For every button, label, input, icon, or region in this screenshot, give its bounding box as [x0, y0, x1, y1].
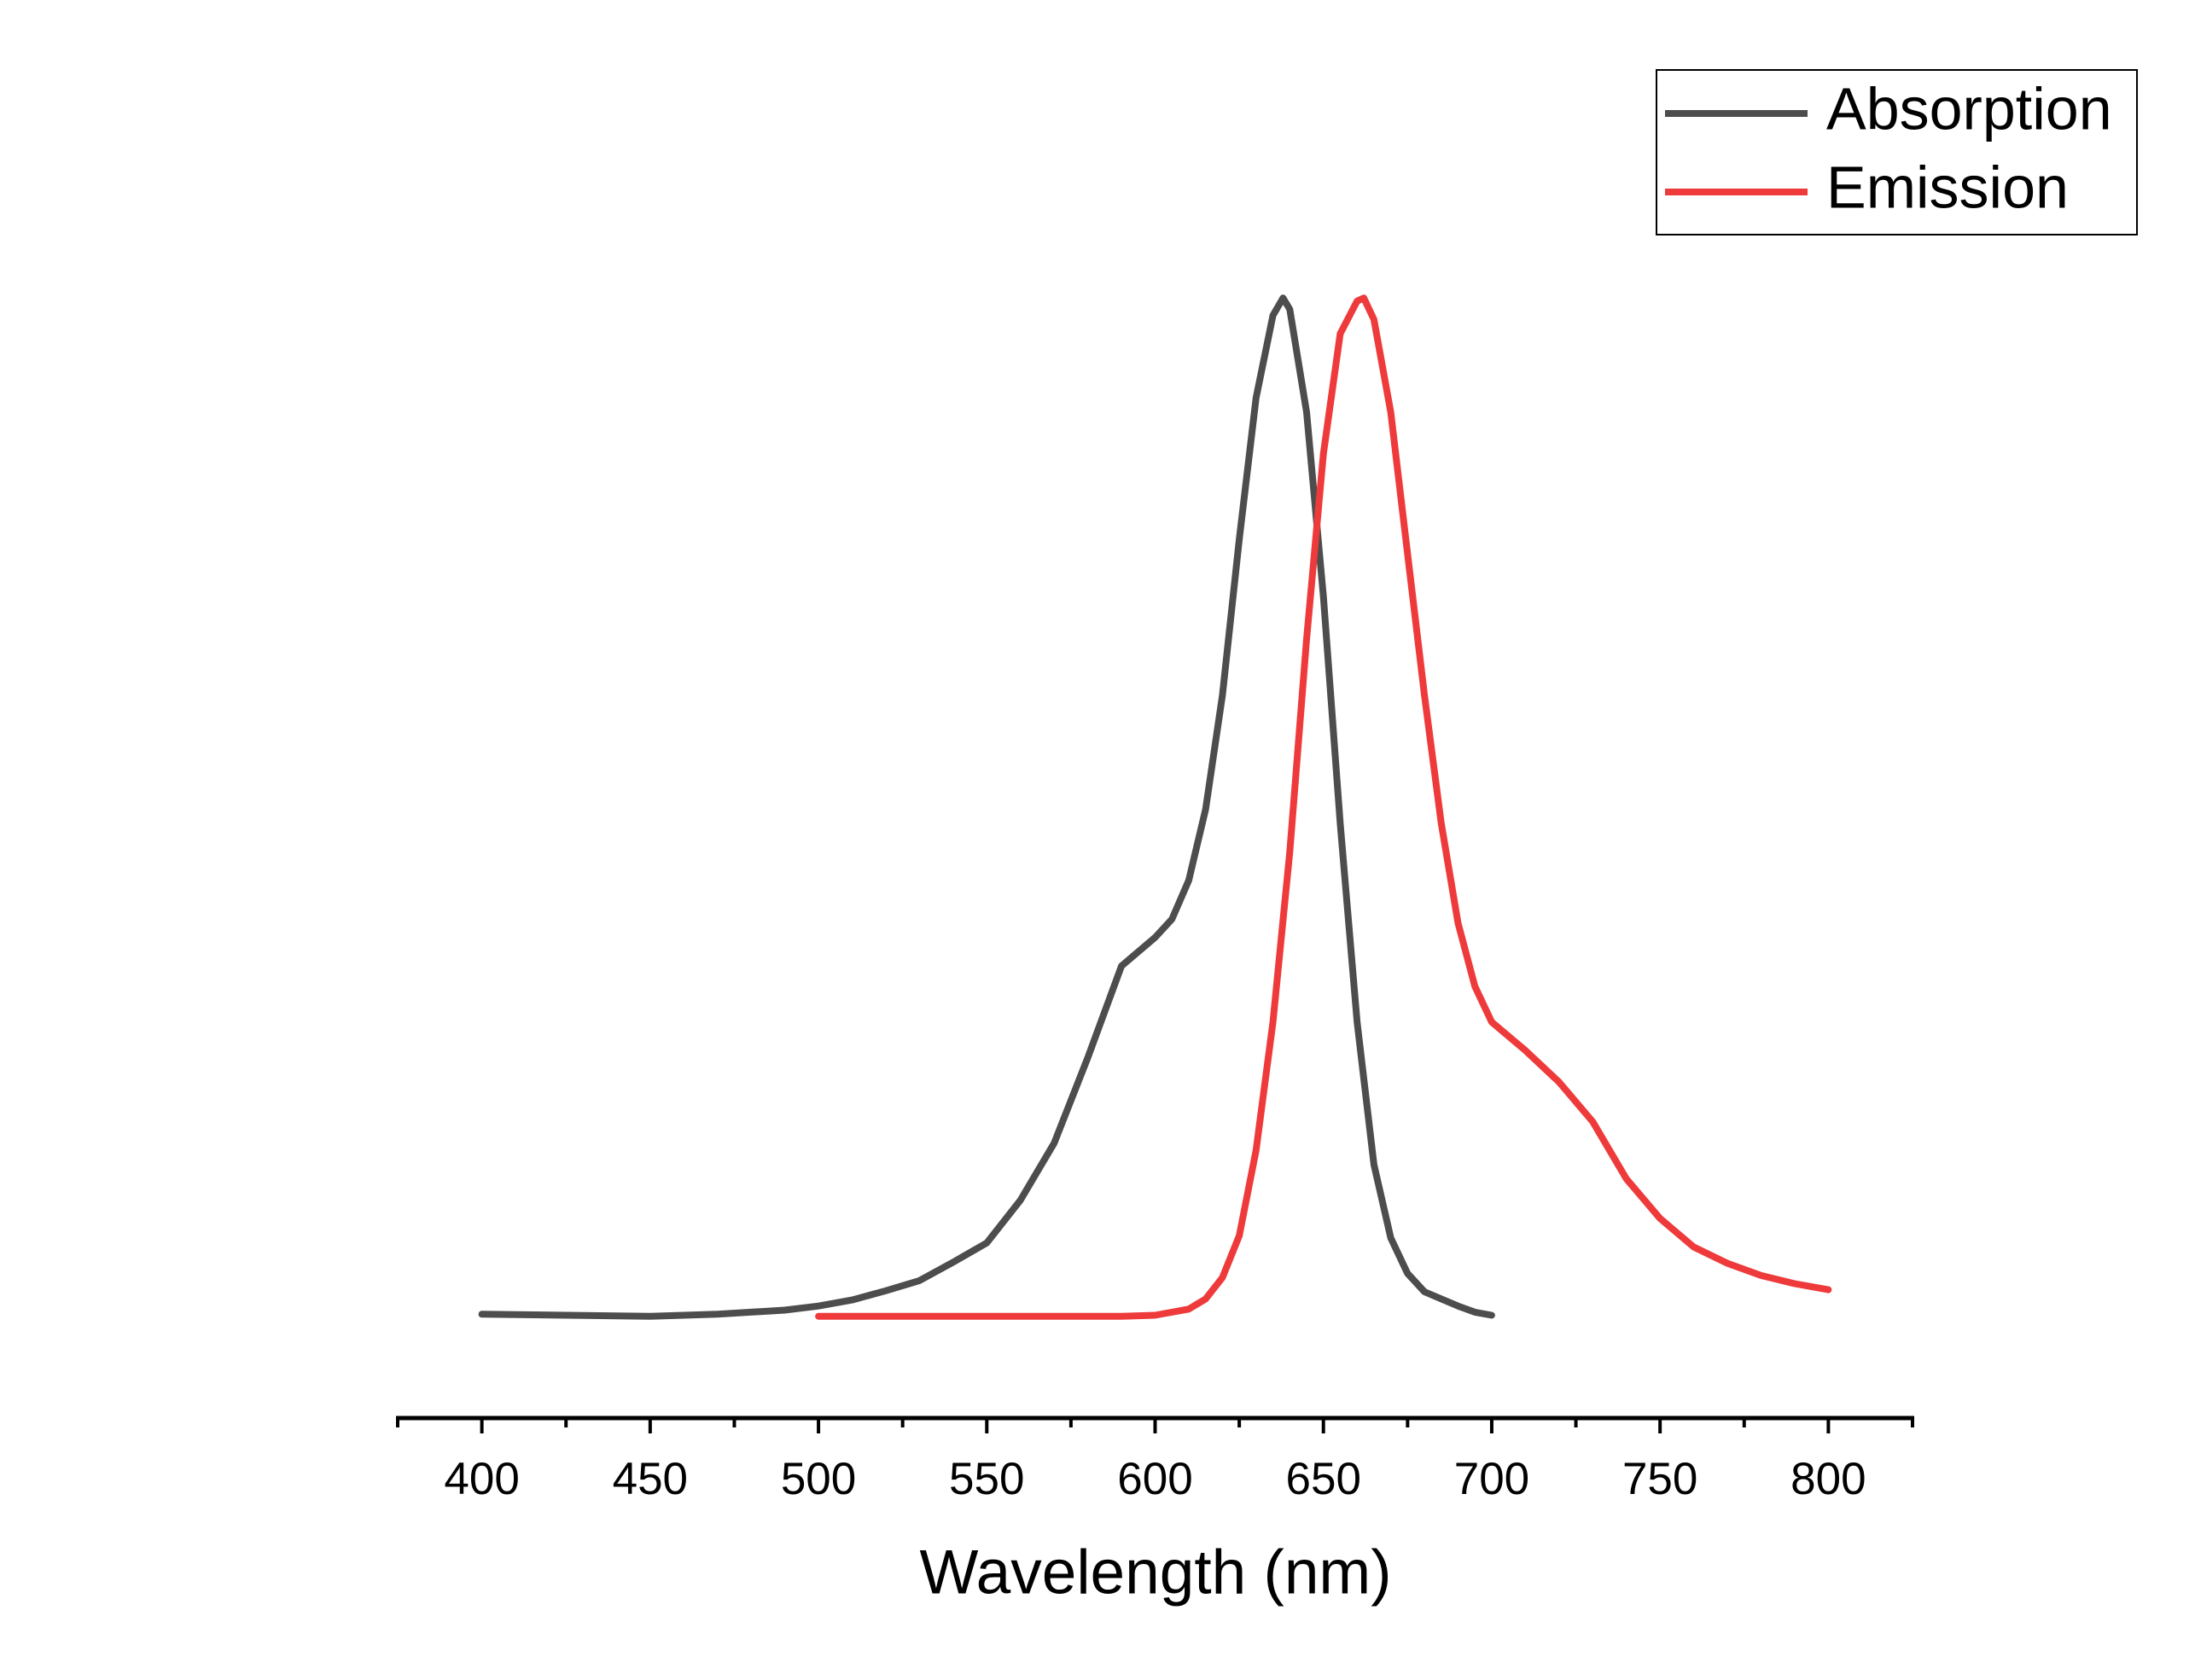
x-tick-label: 800	[1790, 1454, 1866, 1504]
legend-label: Absorption	[1826, 75, 2112, 142]
x-tick-label: 550	[949, 1454, 1024, 1504]
x-tick-label: 400	[444, 1454, 519, 1504]
x-tick-label: 600	[1117, 1454, 1192, 1504]
x-tick-label: 650	[1286, 1454, 1361, 1504]
x-tick-label: 750	[1622, 1454, 1697, 1504]
series-line	[815, 294, 1832, 1320]
legend-box	[1656, 69, 2138, 235]
legend-label: Emission	[1826, 154, 2069, 220]
series-line	[478, 294, 1495, 1320]
x-tick-label: 450	[613, 1454, 688, 1504]
x-tick-label: 500	[781, 1454, 856, 1504]
x-axis-title: Wavelength (nm)	[919, 1538, 1391, 1607]
x-tick-label: 700	[1454, 1454, 1529, 1504]
